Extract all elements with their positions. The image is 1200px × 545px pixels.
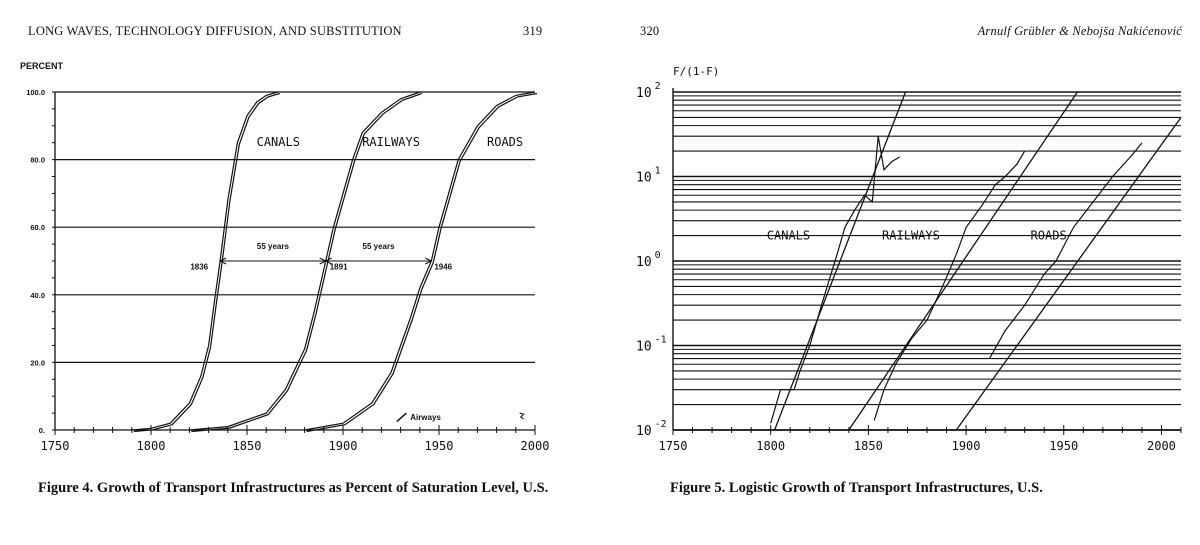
series-label: CANALS <box>767 228 810 242</box>
y-tick-exponent: 1 <box>655 166 661 177</box>
x-tick-label: 1850 <box>233 439 262 453</box>
series-label: CANALS <box>257 135 300 149</box>
airways-curve-mark <box>519 412 525 420</box>
series-line-roads <box>304 91 536 431</box>
x-tick-label: 1750 <box>659 439 688 453</box>
x-tick-label: 1800 <box>137 439 166 453</box>
figure-5-chart: F/(1-F) 1750 1800 1850 1900 1950 200010-210-1… <box>636 65 1182 453</box>
y-tick-label: 10 -2 <box>636 419 667 439</box>
series-label: RAILWAYS <box>362 135 420 149</box>
trend-line-roads <box>955 117 1182 431</box>
y-tick-exponent: -2 <box>655 419 667 430</box>
y-tick-label: 10 0 <box>636 250 661 270</box>
y-tick-label: 20.0 <box>30 358 45 367</box>
series-line-fit-railways <box>191 92 423 433</box>
y-tick-base: 10 <box>636 255 652 270</box>
series-label: RAILWAYS <box>882 228 940 242</box>
series-line-canals <box>131 91 278 431</box>
x-tick-label: 1950 <box>1049 439 1078 453</box>
midpoint-label: 1891 <box>330 262 348 271</box>
series-line-railways <box>189 91 421 431</box>
series-line-fit-canals <box>133 92 280 433</box>
figure-4-chart: PERCENT 0. 20.0 40.0 60.0 80.0 100.0 1750 1800 1… <box>20 61 550 453</box>
y-axis-label: PERCENT <box>20 61 64 71</box>
x-tick-label: 1900 <box>952 439 981 453</box>
interval-label: 55 years <box>257 242 290 251</box>
x-tick-label: 1800 <box>756 439 785 453</box>
y-tick-label: 60.0 <box>30 223 45 232</box>
figure-5-caption: Figure 5. Logistic Growth of Transport I… <box>670 480 1043 496</box>
x-tick-label: 2000 <box>1147 439 1176 453</box>
trend-line-canals <box>773 91 907 431</box>
x-tick-label: 1750 <box>41 439 70 453</box>
left-page-number: 319 <box>523 24 543 38</box>
airways-mark <box>396 412 407 423</box>
series-label: ROADS <box>1031 228 1067 242</box>
x-tick-label: 2000 <box>521 439 550 453</box>
y-tick-label: 10 1 <box>636 166 661 186</box>
x-tick-label: 1850 <box>854 439 883 453</box>
y-axis-label: F/(1-F) <box>673 65 719 78</box>
series-line-fit-roads <box>306 92 538 433</box>
arrow-head <box>219 257 227 265</box>
y-tick-label: 40.0 <box>30 291 45 300</box>
trend-line-railways <box>848 91 1078 431</box>
y-tick-base: 10 <box>636 171 652 186</box>
arrow-head <box>425 257 433 265</box>
y-tick-base: 10 <box>636 86 652 101</box>
y-tick-exponent: 0 <box>655 250 661 261</box>
data-line-canals <box>770 136 900 424</box>
series-label: ROADS <box>487 135 523 149</box>
figure-4-caption: Figure 4. Growth of Transport Infrastruc… <box>38 480 549 496</box>
midpoint-label: 1836 <box>190 262 208 271</box>
data-line-roads <box>988 142 1143 359</box>
y-tick-exponent: 2 <box>655 81 661 92</box>
left-running-head: LONG WAVES, TECHNOLOGY DIFFUSION, AND SU… <box>28 24 402 38</box>
y-tick-label: 100.0 <box>26 88 45 97</box>
data-line-railways <box>873 150 1026 421</box>
y-tick-label: 10 -1 <box>636 335 667 355</box>
y-tick-base: 10 <box>636 340 652 355</box>
y-tick-base: 10 <box>636 424 652 439</box>
y-tick-label: 10 2 <box>636 81 661 101</box>
midpoint-label: 1946 <box>434 262 452 271</box>
y-tick-label: 80.0 <box>30 156 45 165</box>
arrow-head <box>324 257 332 265</box>
right-running-head: Arnulf Grübler & Nebojša Nakićenović <box>977 24 1182 38</box>
airways-label: Airways <box>410 413 441 422</box>
y-tick-label: 0. <box>39 426 45 435</box>
x-tick-label: 1900 <box>329 439 358 453</box>
right-page-number: 320 <box>640 24 660 38</box>
interval-label: 55 years <box>363 242 396 251</box>
y-tick-exponent: -1 <box>655 335 667 346</box>
x-tick-label: 1950 <box>425 439 454 453</box>
